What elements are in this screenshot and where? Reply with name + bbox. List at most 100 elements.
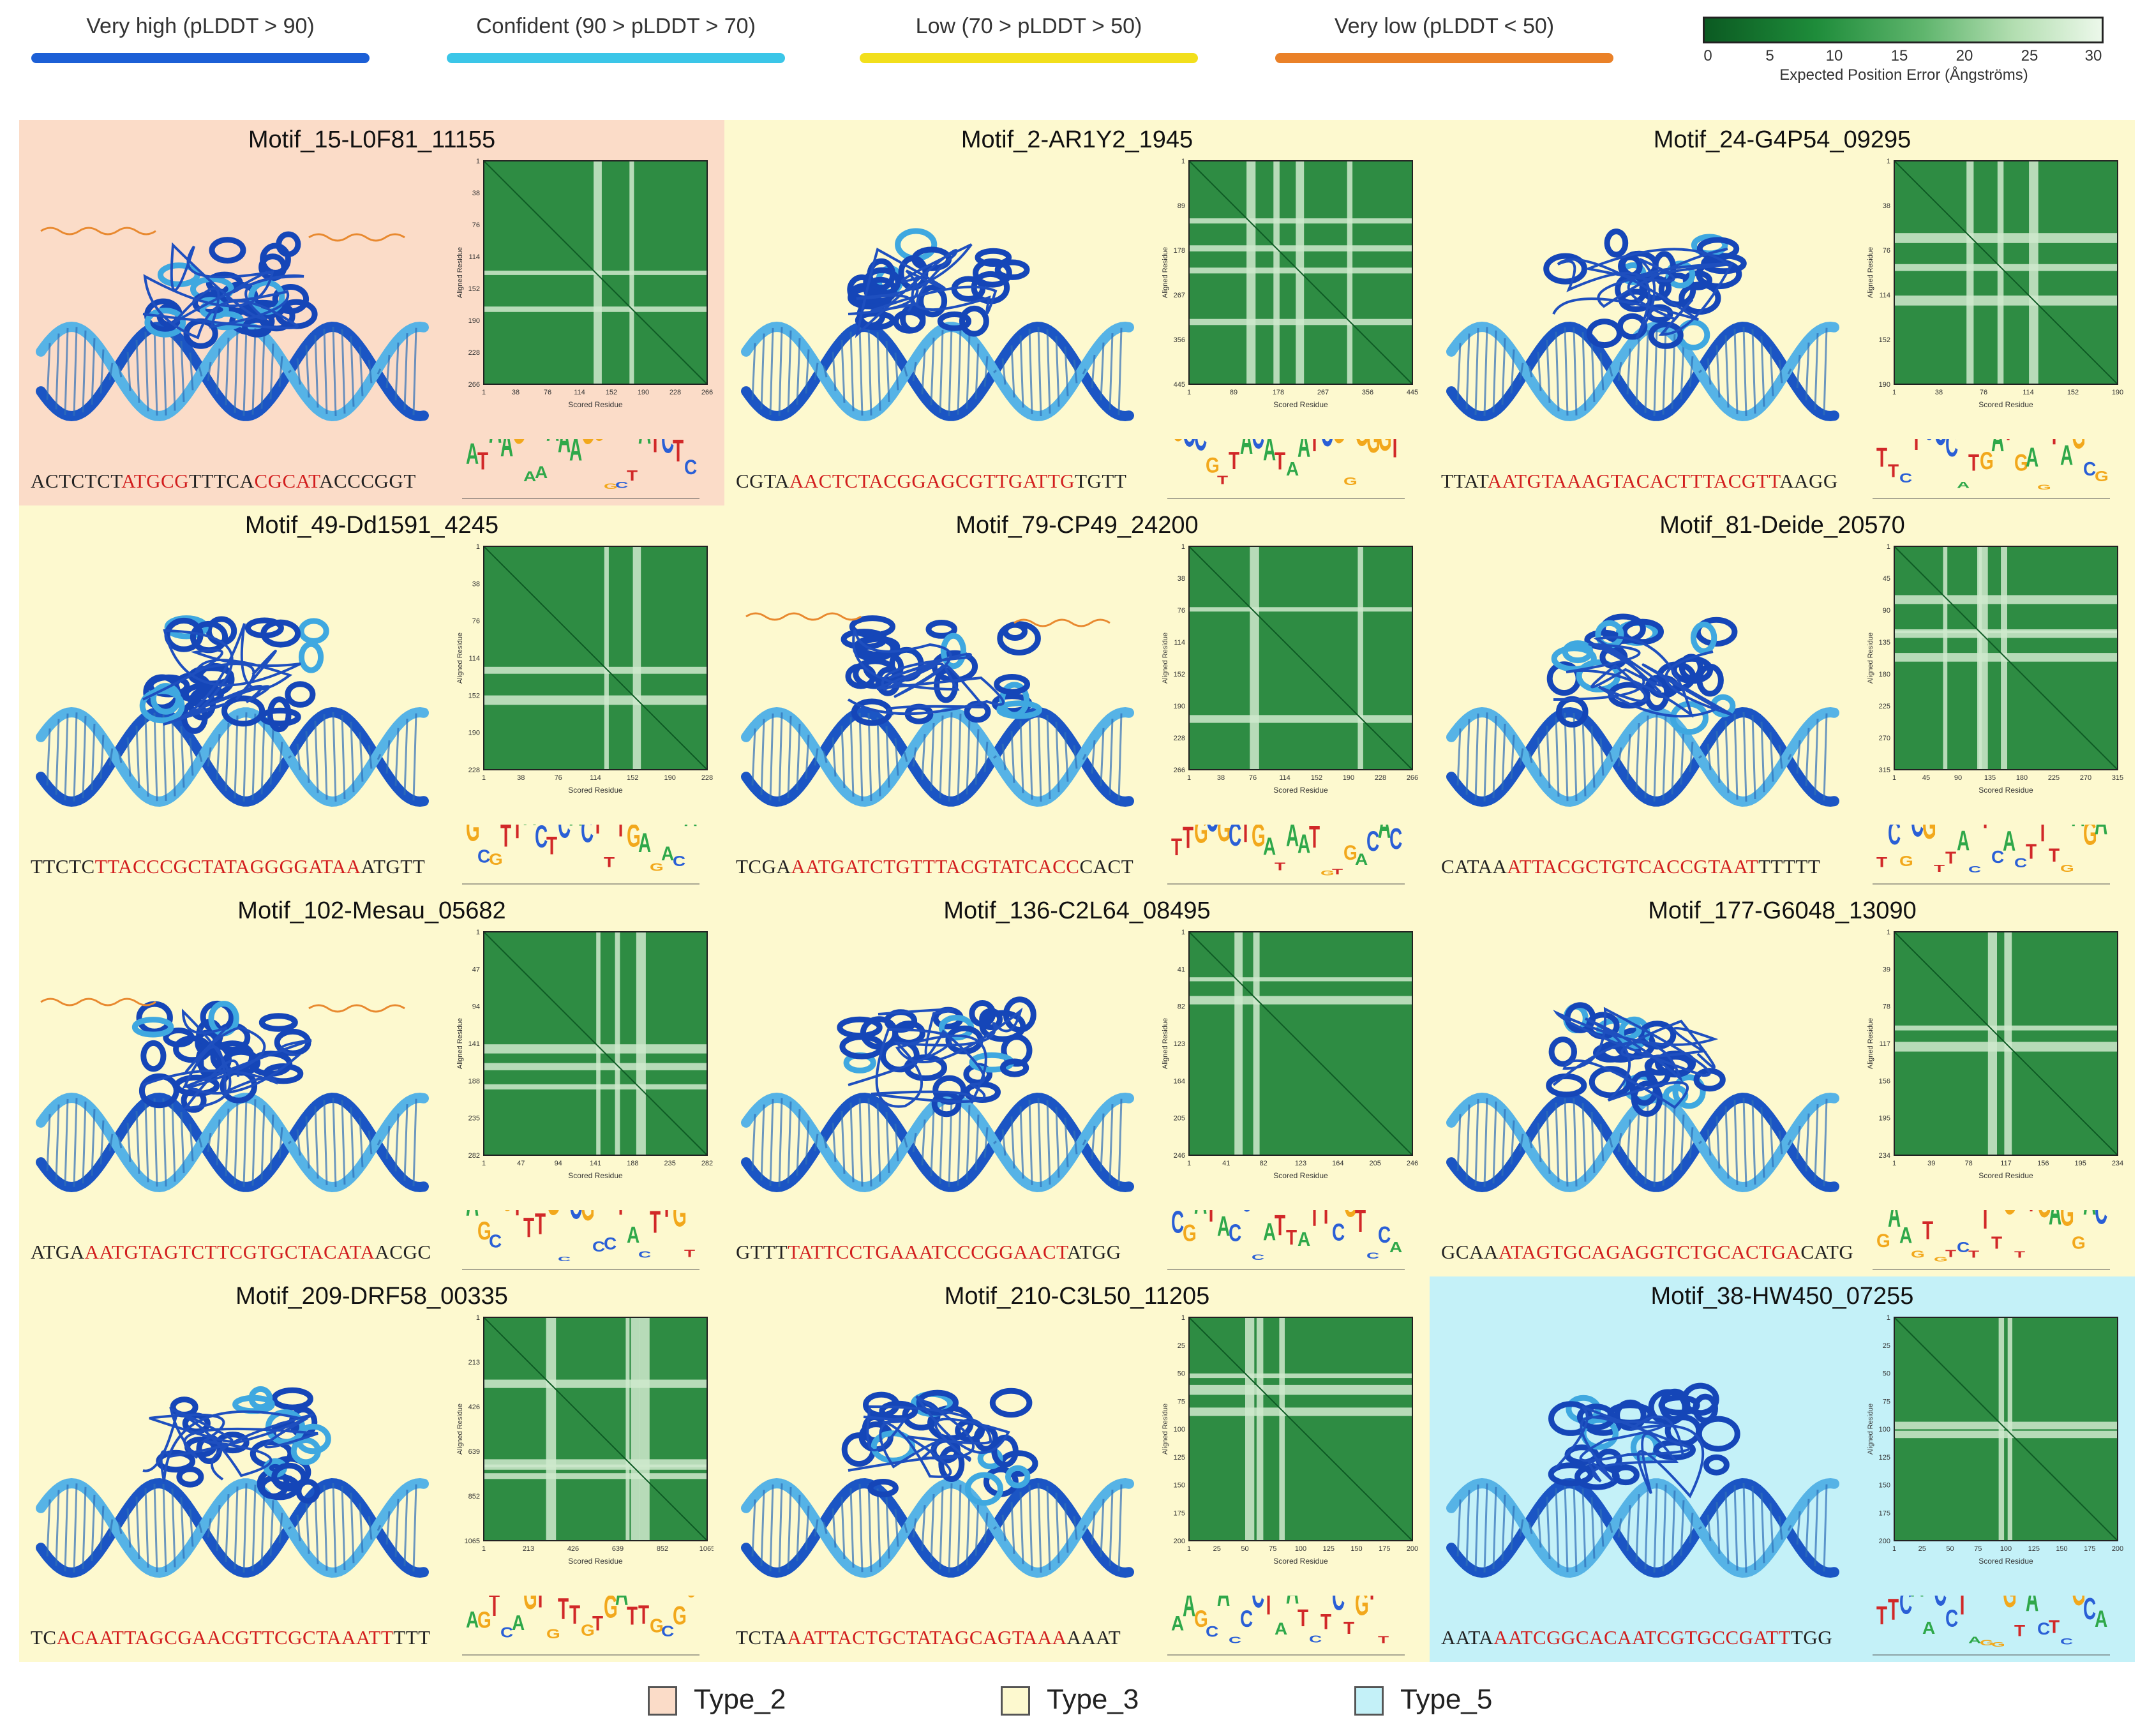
pae-y-tick: 190 [1879,381,1890,389]
dna-base-pair [1698,1141,1703,1144]
dna-base-pair [1037,1097,1042,1188]
logo-letter: T [650,439,661,461]
pae-x-tick: 125 [1323,1545,1335,1553]
pae-heatmap: 1 1 213 213 426 426 639 639 852 852 1065 1065 Aligne… [456,1315,714,1566]
pae-tick: 15 [1890,47,1908,64]
motif-site: CGCAT [254,470,320,492]
pae-band [1245,1317,1255,1541]
dna-base-pair [46,1499,51,1557]
dna-base-pair [787,1486,792,1569]
pae-band [1189,977,1412,982]
pae-y-tick: 76 [1883,247,1890,255]
protein-helix [258,1013,298,1032]
dna-base-pair [1483,1098,1488,1187]
protein-helix [845,663,876,689]
logo-letter: G [650,1615,664,1636]
logo-letter: A [569,439,582,468]
motif-sequence: TTCTCTTACCCGCTATAGGGGATAAATGTT [31,855,465,878]
logo-letter: A [661,843,674,865]
dna-base-pair [1118,1484,1123,1572]
pae-x-label: Scored Residue [568,400,623,409]
type-legend: Type_2 Type_3 Type_5 [0,1679,2154,1723]
dna-base-pair [1778,359,1783,384]
logo-letter: C [500,1624,513,1640]
protein-helix [260,619,301,648]
dna-base-pair [91,1494,96,1562]
dna-base-pair [305,1502,310,1554]
dna-base-pair [350,721,355,793]
protein-helix [875,666,901,696]
pae-y-tick: 78 [1883,1003,1890,1011]
dna-base-pair [894,1123,899,1162]
dna-base-pair [984,1127,989,1158]
dna-base-pair [1055,1107,1060,1178]
dna-base-pair [162,1483,167,1573]
protein-helix [176,1466,204,1488]
type-legend-type2: Type_2 [648,1684,786,1716]
protein-dna-structure [1446,1002,1839,1193]
logo-letter: C [1229,1635,1241,1645]
dna-base-pair [82,1101,87,1184]
pae-x-tick: 114 [2023,389,2034,396]
logo-letter: G [1320,869,1335,877]
dna-base-pair [144,1102,149,1183]
dna-base-pair [1724,1106,1730,1179]
logo-letter: A [638,439,651,454]
dna-base-pair [778,712,783,802]
pae-tick: 20 [1956,47,1973,64]
logo-letter: A [638,827,651,858]
dna-strand [36,1092,429,1193]
protein-helix [276,231,301,257]
pae-x-tick: 1 [1187,1160,1191,1167]
pae-heatmap: 1 1 38 38 76 76 114 114 152 152 190 190 228 228 Aligne… [456,544,713,795]
pae-band [1189,1373,1412,1379]
pae-x-tick: 235 [664,1160,676,1167]
logo-letter: C [1194,439,1207,460]
sequence-logo: ATAAGAAAAAGGGCTATCTC [462,439,699,499]
protein-helix [879,1038,920,1073]
dna-base-pair [1118,713,1123,801]
dna-base-pair [73,1483,78,1573]
dna-base-pair [180,726,185,788]
dna-base-pair [55,719,60,795]
protein-loop [142,1407,318,1482]
dna-base-pair [1100,1113,1105,1172]
dna-base-pair [876,1103,881,1182]
pae-diagonal [483,1317,708,1541]
motif-panel: Motif_209-DRF58_00335 1 1 213 213 426 426 639 63… [19,1276,724,1662]
dna-base-pair [1501,1109,1506,1176]
dna-base-pair [1537,1508,1542,1548]
dna-base-pair [350,1492,355,1564]
dna-base-pair [55,333,60,410]
dna-base-pair [858,712,864,802]
pae-heatmap: 1 1 38 38 76 76 114 114 152 152 190 190 228 228 266 266… [1162,544,1418,795]
dna-base-pair [1662,714,1667,800]
type2-swatch [648,1686,677,1716]
pae-band [484,1063,707,1070]
pae-x-tick: 1 [1187,1545,1191,1553]
dna-base-pair [1073,745,1078,769]
pae-y-tick: 38 [1883,202,1890,210]
logo-letter: G [546,1626,560,1642]
logo-letter: C [592,1239,605,1255]
dna-base-pair [305,1116,310,1169]
dna-base-pair [1787,1525,1792,1531]
dna-base-pair [1796,354,1801,389]
pae-tick: 5 [1765,47,1774,64]
logo-letter: G [1171,439,1185,452]
dna-base-pair [948,327,953,416]
pae-x-tick: 190 [638,389,649,396]
pae-x-tick: 164 [1332,1160,1343,1167]
pae-x-label: Scored Residue [1978,1557,2033,1566]
logo-letter: G [581,1210,595,1229]
logo-letter: A [489,439,502,454]
pae-y-tick: 150 [1174,1482,1185,1490]
pae-x-tick: 426 [567,1545,579,1553]
protein-dna-structure [741,612,1134,807]
dna-base-pair [1019,1106,1024,1179]
logo-letter: T [615,1210,626,1225]
pae-x-tick: 152 [2067,389,2079,396]
dna-base-pair [64,1098,69,1186]
protein-helix [989,1388,1033,1418]
dna-base-pair [144,717,149,797]
